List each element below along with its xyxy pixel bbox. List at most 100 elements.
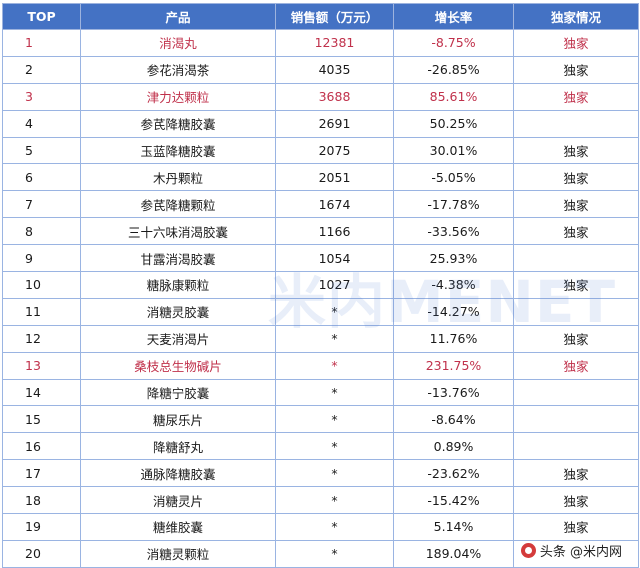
cell-growth: -33.56% [393,217,514,246]
cell-product: 参芪降糖胶囊 [80,109,276,138]
cell-growth: 30.01% [393,136,514,165]
cell-sales: 2691 [275,109,394,138]
cell-growth: -15.42% [393,486,514,515]
table-row: 5 玉蓝降糖胶囊 2075 30.01% 独家 [2,136,639,165]
cell-rank: 17 [2,459,81,488]
cell-growth: 25.93% [393,244,514,273]
cell-rank: 6 [2,163,81,192]
table-row: 9 甘露消渴胶囊 1054 25.93% [2,244,639,273]
table-row: 16 降糖舒丸 * 0.89% [2,432,639,461]
cell-product: 玉蓝降糖胶囊 [80,136,276,165]
cell-exclusive: 独家 [513,459,639,488]
cell-sales: 1166 [275,217,394,246]
toutiao-logo-icon [520,543,536,558]
table-row: 3 津力达颗粒 3688 85.61% 独家 [2,82,639,111]
cell-product: 参花消渴茶 [80,55,276,84]
attribution-text: 头条 @米内网 [539,545,622,560]
cell-exclusive [513,378,639,407]
table-row: 15 糖尿乐片 * -8.64% [2,405,639,434]
table-row: 4 参芪降糖胶囊 2691 50.25% [2,109,639,138]
cell-sales: 3688 [275,82,394,111]
cell-exclusive [513,297,639,326]
cell-product: 津力达颗粒 [80,82,276,111]
cell-exclusive: 独家 [513,29,639,57]
table-row: 6 木丹颗粒 2051 -5.05% 独家 [2,163,639,192]
header-product: 产品 [80,3,276,30]
cell-growth: -4.38% [393,271,514,299]
cell-product: 消糖灵片 [80,486,276,515]
cell-growth: -13.76% [393,378,514,407]
cell-rank: 4 [2,109,81,138]
table-header-row: TOP 产品 销售额（万元） 增长率 独家情况 [2,3,639,30]
cell-product: 糖维胶囊 [80,513,276,541]
cell-product: 天麦消渴片 [80,324,276,353]
cell-exclusive [513,109,639,138]
cell-rank: 16 [2,432,81,461]
table-body: 1 消渴丸 12381 -8.75% 独家 2 参花消渴茶 4035 -26.85% 独家 3 津力达… [2,29,639,568]
table-row: 12 天麦消渴片 * 11.76% 独家 [2,324,639,353]
cell-growth: -8.75% [393,29,514,57]
cell-exclusive: 独家 [513,217,639,246]
cell-product: 糖脉康颗粒 [80,271,276,299]
cell-rank: 18 [2,486,81,515]
cell-sales: 4035 [275,55,394,84]
cell-rank: 14 [2,378,81,407]
cell-growth: -5.05% [393,163,514,192]
cell-rank: 9 [2,244,81,273]
cell-exclusive: 独家 [513,271,639,299]
cell-exclusive: 独家 [513,82,639,111]
cell-rank: 10 [2,271,81,299]
cell-product: 木丹颗粒 [80,163,276,192]
cell-rank: 12 [2,324,81,353]
cell-sales: * [275,513,394,541]
cell-growth: 11.76% [393,324,514,353]
cell-growth: -17.78% [393,190,514,219]
table-row: 13 桑枝总生物碱片 * 231.75% 独家 [2,351,639,380]
cell-exclusive: 独家 [513,486,639,515]
cell-rank: 5 [2,136,81,165]
cell-rank: 1 [2,29,81,57]
cell-sales: * [275,378,394,407]
cell-exclusive: 独家 [513,190,639,219]
cell-sales: 1674 [275,190,394,219]
cell-exclusive: 独家 [513,163,639,192]
table-row: 1 消渴丸 12381 -8.75% 独家 [2,29,639,57]
cell-rank: 11 [2,297,81,326]
cell-product: 三十六味消渴胶囊 [80,217,276,246]
cell-sales: 1054 [275,244,394,273]
cell-rank: 19 [2,513,81,541]
source-attribution: 头条 @米内网 [520,541,622,560]
cell-rank: 13 [2,351,81,380]
cell-growth: 85.61% [393,82,514,111]
cell-rank: 8 [2,217,81,246]
table-row: 18 消糖灵片 * -15.42% 独家 [2,486,639,515]
cell-sales: * [275,324,394,353]
cell-product: 糖尿乐片 [80,405,276,434]
table-row: 17 通脉降糖胶囊 * -23.62% 独家 [2,459,639,488]
cell-sales: * [275,405,394,434]
cell-growth: -26.85% [393,55,514,84]
table-row: 2 参花消渴茶 4035 -26.85% 独家 [2,55,639,84]
cell-sales: * [275,539,394,568]
cell-exclusive: 独家 [513,136,639,165]
cell-growth: -8.64% [393,405,514,434]
cell-growth: -14.27% [393,297,514,326]
cell-growth: 189.04% [393,539,514,568]
table-row: 14 降糖宁胶囊 * -13.76% [2,378,639,407]
header-sales: 销售额（万元） [275,3,394,30]
cell-product: 参芪降糖颗粒 [80,190,276,219]
cell-sales: 1027 [275,271,394,299]
cell-sales: * [275,297,394,326]
cell-product: 甘露消渴胶囊 [80,244,276,273]
cell-exclusive [513,432,639,461]
sales-ranking-table: TOP 产品 销售额（万元） 增长率 独家情况 1 消渴丸 12381 -8.75% 独… [2,3,639,568]
table-row: 19 糖维胶囊 * 5.14% 独家 [2,513,639,541]
table-row: 11 消糖灵胶囊 * -14.27% [2,297,639,326]
cell-sales: * [275,432,394,461]
cell-exclusive: 独家 [513,513,639,541]
cell-sales: * [275,486,394,515]
cell-growth: -23.62% [393,459,514,488]
header-growth: 增长率 [393,3,514,30]
cell-sales: * [275,351,394,380]
cell-sales: 2075 [275,136,394,165]
